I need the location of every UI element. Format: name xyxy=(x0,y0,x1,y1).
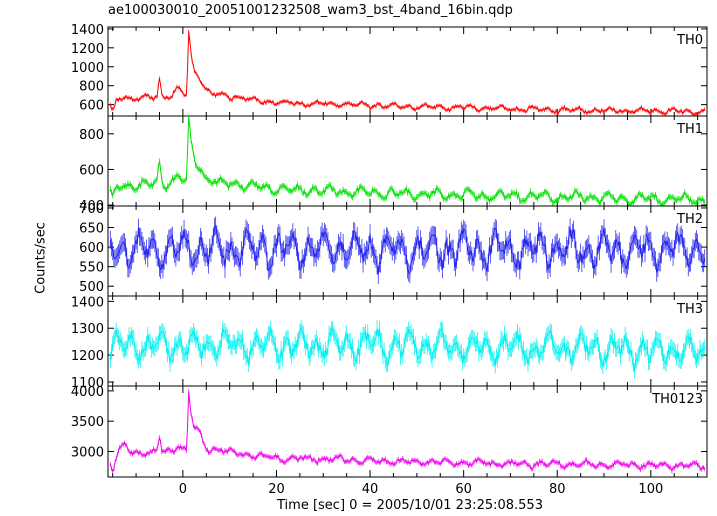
y-tick-label: 4000 xyxy=(71,385,104,400)
series-errorbars xyxy=(109,29,706,116)
y-tick-label: 3000 xyxy=(71,446,104,461)
y-tick-label: 800 xyxy=(79,128,104,143)
y-tick-label: 1400 xyxy=(71,23,104,38)
panel-label: TH2 xyxy=(676,212,703,227)
panel-frame xyxy=(107,26,708,117)
series-line xyxy=(109,325,706,372)
x-tick-label: 20 xyxy=(268,482,285,497)
x-axis-label: Time [sec] 0 = 2005/10/01 23:25:08.553 xyxy=(277,498,543,513)
x-tick-label: 60 xyxy=(455,482,472,497)
panel-frame xyxy=(107,385,708,478)
panel-label: TH0 xyxy=(676,33,703,48)
panel-th1: 400 600 800 TH1 xyxy=(79,115,708,214)
panel-label: TH0123 xyxy=(651,392,703,407)
series-errorbars xyxy=(109,216,706,285)
series-line xyxy=(109,224,706,276)
x-tick-label: 40 xyxy=(362,482,379,497)
x-tick-label: 100 xyxy=(638,482,663,497)
series-line xyxy=(109,31,706,116)
panel-th2: 500 550 600 650 700 TH2 xyxy=(79,202,708,297)
panel-label: TH1 xyxy=(676,122,703,137)
y-tick-label: 500 xyxy=(79,280,104,295)
y-tick-label: 400 xyxy=(79,199,104,214)
y-tick-label: 600 xyxy=(79,99,104,114)
y-tick-label: 1100 xyxy=(71,376,104,391)
chart-title: ae100030010_20051001232508_wam3_bst_4ban… xyxy=(108,3,513,18)
y-tick-label: 1300 xyxy=(71,322,104,337)
panel-label: TH3 xyxy=(676,302,703,317)
panel-th3: 1100 1200 1300 1400 TH3 xyxy=(71,295,708,391)
y-tick-label: 3500 xyxy=(71,415,104,430)
y-tick-label: 600 xyxy=(79,241,104,256)
x-tick-label: 0 xyxy=(179,482,187,497)
y-tick-label: 600 xyxy=(79,163,104,178)
y-tick-label: 1200 xyxy=(71,42,104,57)
y-tick-label: 700 xyxy=(79,202,104,217)
series-line xyxy=(109,391,706,473)
series-line xyxy=(109,115,705,207)
y-tick-label: 550 xyxy=(79,261,104,276)
y-tick-label: 1000 xyxy=(71,61,104,76)
panel-th0123: 3000 3500 4000 TH0123 xyxy=(71,385,708,478)
panel-th0: 600 800 1000 1200 1400 TH0 xyxy=(71,23,708,117)
x-tick-label: 80 xyxy=(549,482,566,497)
y-tick-label: 1400 xyxy=(71,295,104,310)
y-tick-label: 800 xyxy=(79,80,104,95)
y-tick-label: 650 xyxy=(79,222,104,237)
y-tick-label: 1200 xyxy=(71,349,104,364)
